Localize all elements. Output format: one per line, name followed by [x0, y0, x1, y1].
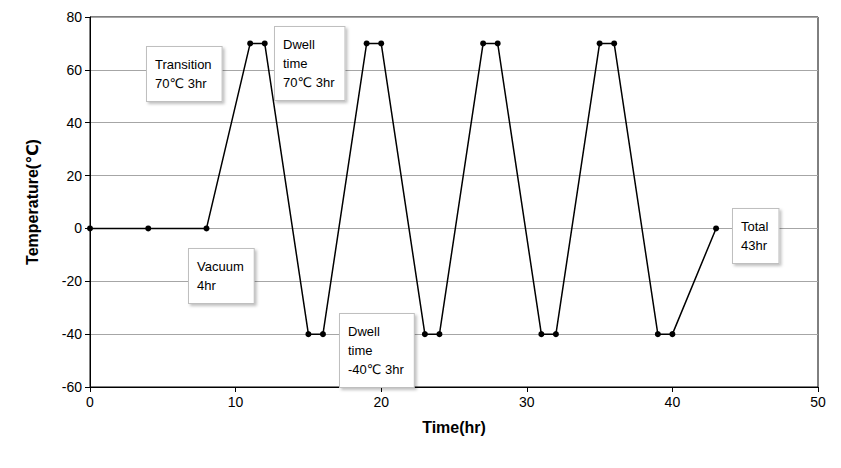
svg-text:time: time: [283, 56, 308, 71]
svg-text:Dwell: Dwell: [348, 324, 380, 339]
svg-text:4hr: 4hr: [197, 278, 216, 293]
svg-text:70℃ 3hr: 70℃ 3hr: [155, 76, 207, 91]
svg-text:40: 40: [665, 394, 681, 410]
svg-text:0: 0: [74, 220, 82, 236]
svg-text:Vacuum: Vacuum: [197, 259, 244, 274]
svg-text:80: 80: [66, 9, 82, 25]
svg-text:50: 50: [810, 394, 826, 410]
svg-text:-40: -40: [62, 326, 82, 342]
svg-text:70℃ 3hr: 70℃ 3hr: [283, 75, 335, 90]
svg-text:-20: -20: [62, 273, 82, 289]
svg-text:20: 20: [373, 394, 389, 410]
svg-text:10: 10: [228, 394, 244, 410]
svg-text:Total: Total: [741, 219, 769, 234]
svg-text:time: time: [348, 343, 373, 358]
svg-text:60: 60: [66, 62, 82, 78]
svg-text:Temperature(℃): Temperature(℃): [24, 139, 41, 265]
svg-text:Transition: Transition: [155, 57, 212, 72]
svg-text:30: 30: [519, 394, 535, 410]
svg-text:-40℃ 3hr: -40℃ 3hr: [348, 362, 404, 377]
svg-text:43hr: 43hr: [741, 238, 768, 253]
svg-text:20: 20: [66, 168, 82, 184]
svg-text:Time(hr): Time(hr): [422, 419, 486, 436]
svg-text:0: 0: [86, 394, 94, 410]
svg-text:Dwell: Dwell: [283, 37, 315, 52]
svg-text:40: 40: [66, 115, 82, 131]
svg-text:-60: -60: [62, 379, 82, 395]
